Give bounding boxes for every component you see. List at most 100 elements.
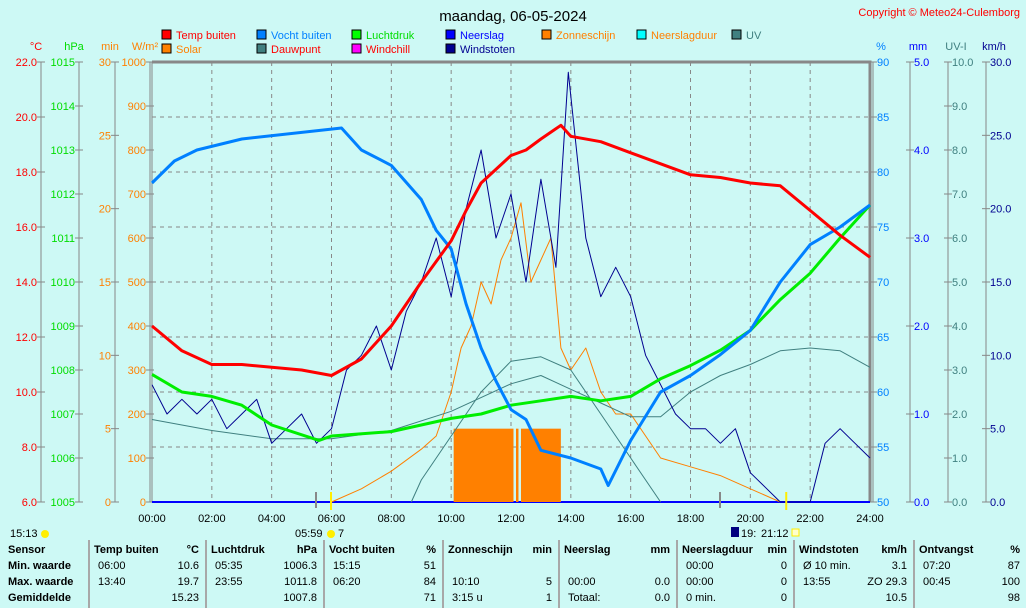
axis-tick-label: 15 bbox=[99, 277, 111, 289]
cell-value: 1 bbox=[545, 592, 552, 604]
axis-tick-label: 5.0 bbox=[990, 424, 1005, 436]
row-label: Max. waarde bbox=[8, 576, 74, 588]
cell-time: 23:55 bbox=[215, 576, 243, 588]
series-line-uv bbox=[410, 356, 662, 503]
cell-value: 19.7 bbox=[177, 576, 199, 588]
axis-tick-label: 0.0 bbox=[990, 497, 1005, 509]
axis-unit: °C bbox=[30, 41, 42, 53]
cell-value: 0 bbox=[780, 576, 787, 588]
row-label: Gemiddelde bbox=[8, 592, 71, 604]
column-unit: % bbox=[426, 544, 436, 556]
axis-tick-label: 10.0 bbox=[16, 387, 37, 399]
cell-time: Totaal: bbox=[568, 592, 601, 604]
legend-swatch bbox=[161, 43, 172, 54]
axis-tick-label: 9.0 bbox=[952, 101, 967, 113]
axis-tick-label: 1007 bbox=[51, 409, 75, 421]
column-separator bbox=[88, 540, 90, 608]
axis-tick-label: 75 bbox=[877, 222, 889, 234]
axis-tick-label: 1008 bbox=[51, 365, 75, 377]
x-tick-label: 10:00 bbox=[437, 513, 465, 525]
legend-swatch bbox=[445, 29, 456, 40]
sunset-icon bbox=[791, 528, 800, 537]
legend-swatch bbox=[351, 43, 362, 54]
axis-tick-label: 18.0 bbox=[16, 167, 37, 179]
series-line-temp-buiten bbox=[151, 123, 871, 377]
sunshine-bar bbox=[453, 428, 514, 502]
axis-tick-label: 1.0 bbox=[952, 453, 967, 465]
axis-tick-label: 22.0 bbox=[16, 57, 37, 69]
axis-tick-label: 1014 bbox=[51, 101, 75, 113]
axis-unit: km/h bbox=[982, 41, 1006, 53]
cell-value: 5 bbox=[545, 576, 552, 588]
column-header: Vocht buiten bbox=[329, 544, 395, 556]
cell-value: 0.0 bbox=[654, 592, 670, 604]
column-header: Zonneschijn bbox=[448, 544, 513, 556]
sun-icon bbox=[327, 530, 335, 538]
column-header: Temp buiten bbox=[94, 544, 159, 556]
cell-value: 10.5 bbox=[885, 592, 907, 604]
axis-tick-label: 55 bbox=[877, 442, 889, 454]
column-separator bbox=[558, 540, 560, 608]
axis-tick-label: 1013 bbox=[51, 145, 75, 157]
x-tick-label: 24:00 bbox=[856, 513, 884, 525]
cell-time: 00:00 bbox=[568, 576, 596, 588]
cell-time: 10:10 bbox=[452, 576, 480, 588]
axis-tick-label: 5 bbox=[105, 424, 111, 436]
axis-tick-label: 5.0 bbox=[914, 57, 929, 69]
axis-tick-label: 4.0 bbox=[914, 145, 929, 157]
legend-label: UV bbox=[746, 30, 762, 42]
weather-chart: maandag, 06-05-2024 Copyright © Meteo24-C… bbox=[10, 7, 1020, 540]
cell-time: 3:15 u bbox=[452, 592, 483, 604]
x-tick-label: 16:00 bbox=[617, 513, 645, 525]
axis-tick-label: 3.0 bbox=[952, 365, 967, 377]
column-separator bbox=[913, 540, 915, 608]
axis-tick-label: 800 bbox=[128, 145, 146, 157]
axis-unit: % bbox=[876, 41, 886, 53]
legend-swatch bbox=[731, 29, 742, 40]
column-header: Windstoten bbox=[799, 544, 859, 556]
axis-tick-label: 0 bbox=[105, 497, 111, 509]
axis-tick-label: 1012 bbox=[51, 189, 75, 201]
cell-time: 06:00 bbox=[98, 560, 126, 572]
column-unit: °C bbox=[186, 544, 199, 556]
legend-label: Neerslagduur bbox=[651, 30, 717, 42]
axis-tick-label: 4.0 bbox=[952, 321, 967, 333]
legend-label: Vocht buiten bbox=[271, 30, 332, 42]
axis-tick-label: 1009 bbox=[51, 321, 75, 333]
axis-tick-label: 1015 bbox=[51, 57, 75, 69]
cell-value: 1007.8 bbox=[283, 592, 317, 604]
axis-tick-label: 60 bbox=[877, 387, 889, 399]
cell-time: 00:00 bbox=[686, 576, 714, 588]
column-unit: mm bbox=[650, 544, 670, 556]
axis-tick-label: 200 bbox=[128, 409, 146, 421]
legend-label: Windstoten bbox=[460, 44, 515, 56]
cell-time: 00:45 bbox=[923, 576, 951, 588]
x-tick-label: 00:00 bbox=[138, 513, 166, 525]
axis-tick-label: 2.0 bbox=[914, 321, 929, 333]
legend-label: Zonneschijn bbox=[556, 30, 615, 42]
axis-unit: UV-I bbox=[945, 41, 966, 53]
axis-tick-label: 50 bbox=[877, 497, 889, 509]
sunrise-time: 05:59 bbox=[295, 528, 323, 540]
column-unit: min bbox=[532, 544, 552, 556]
axis-tick-label: 500 bbox=[128, 277, 146, 289]
axis-tick-label: 90 bbox=[877, 57, 889, 69]
cell-time: 05:35 bbox=[215, 560, 243, 572]
axis-tick-label: 12.0 bbox=[16, 332, 37, 344]
column-unit: hPa bbox=[296, 544, 317, 556]
cell-value: 0 bbox=[780, 592, 787, 604]
axis-tick-label: 6.0 bbox=[952, 233, 967, 245]
series-line-vocht-buiten bbox=[150, 126, 871, 487]
axis-tick-label: 14.0 bbox=[16, 277, 37, 289]
axis-tick-label: 6.0 bbox=[22, 497, 37, 509]
axis-tick-label: 80 bbox=[877, 167, 889, 179]
axis-unit: min bbox=[101, 41, 119, 53]
sunset-time: 21:12 bbox=[761, 528, 789, 540]
axis-tick-label: 8.0 bbox=[952, 145, 967, 157]
row-label: Sensor bbox=[8, 544, 46, 556]
legend-label: Neerslag bbox=[460, 30, 504, 42]
column-header: Ontvangst bbox=[919, 544, 974, 556]
axis-tick-label: 1006 bbox=[51, 453, 75, 465]
cell-time: 00:00 bbox=[686, 560, 714, 572]
